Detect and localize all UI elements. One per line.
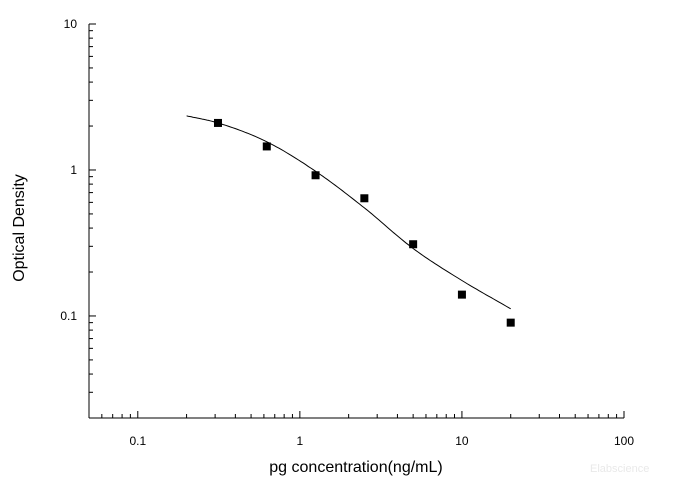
x-tick-label: 10 bbox=[455, 434, 469, 448]
data-points bbox=[213, 118, 515, 327]
x-axis-title: pg concentration(ng/mL) bbox=[269, 459, 442, 476]
x-tick-label: 100 bbox=[614, 434, 634, 448]
y-tick-label: 0.1 bbox=[60, 309, 77, 323]
data-point bbox=[360, 194, 369, 203]
data-point bbox=[457, 290, 466, 299]
x-axis-ticks: 0.1 1 10 100 bbox=[88, 411, 634, 448]
axes bbox=[88, 24, 624, 419]
y-axis-ticks: 0.1 1 10 bbox=[60, 17, 96, 419]
x-tick-label: 1 bbox=[297, 434, 304, 448]
data-point bbox=[262, 142, 271, 151]
data-point bbox=[409, 240, 418, 249]
data-point bbox=[213, 118, 222, 127]
y-axis-title: Optical Density bbox=[11, 174, 28, 282]
x-tick-label: 0.1 bbox=[129, 434, 146, 448]
y-tick-label: 10 bbox=[64, 17, 78, 31]
fit-curve bbox=[186, 115, 511, 310]
data-point bbox=[311, 171, 320, 180]
watermark-text: Elabscience bbox=[590, 463, 649, 475]
data-point bbox=[506, 318, 515, 327]
y-tick-label: 1 bbox=[70, 163, 77, 177]
